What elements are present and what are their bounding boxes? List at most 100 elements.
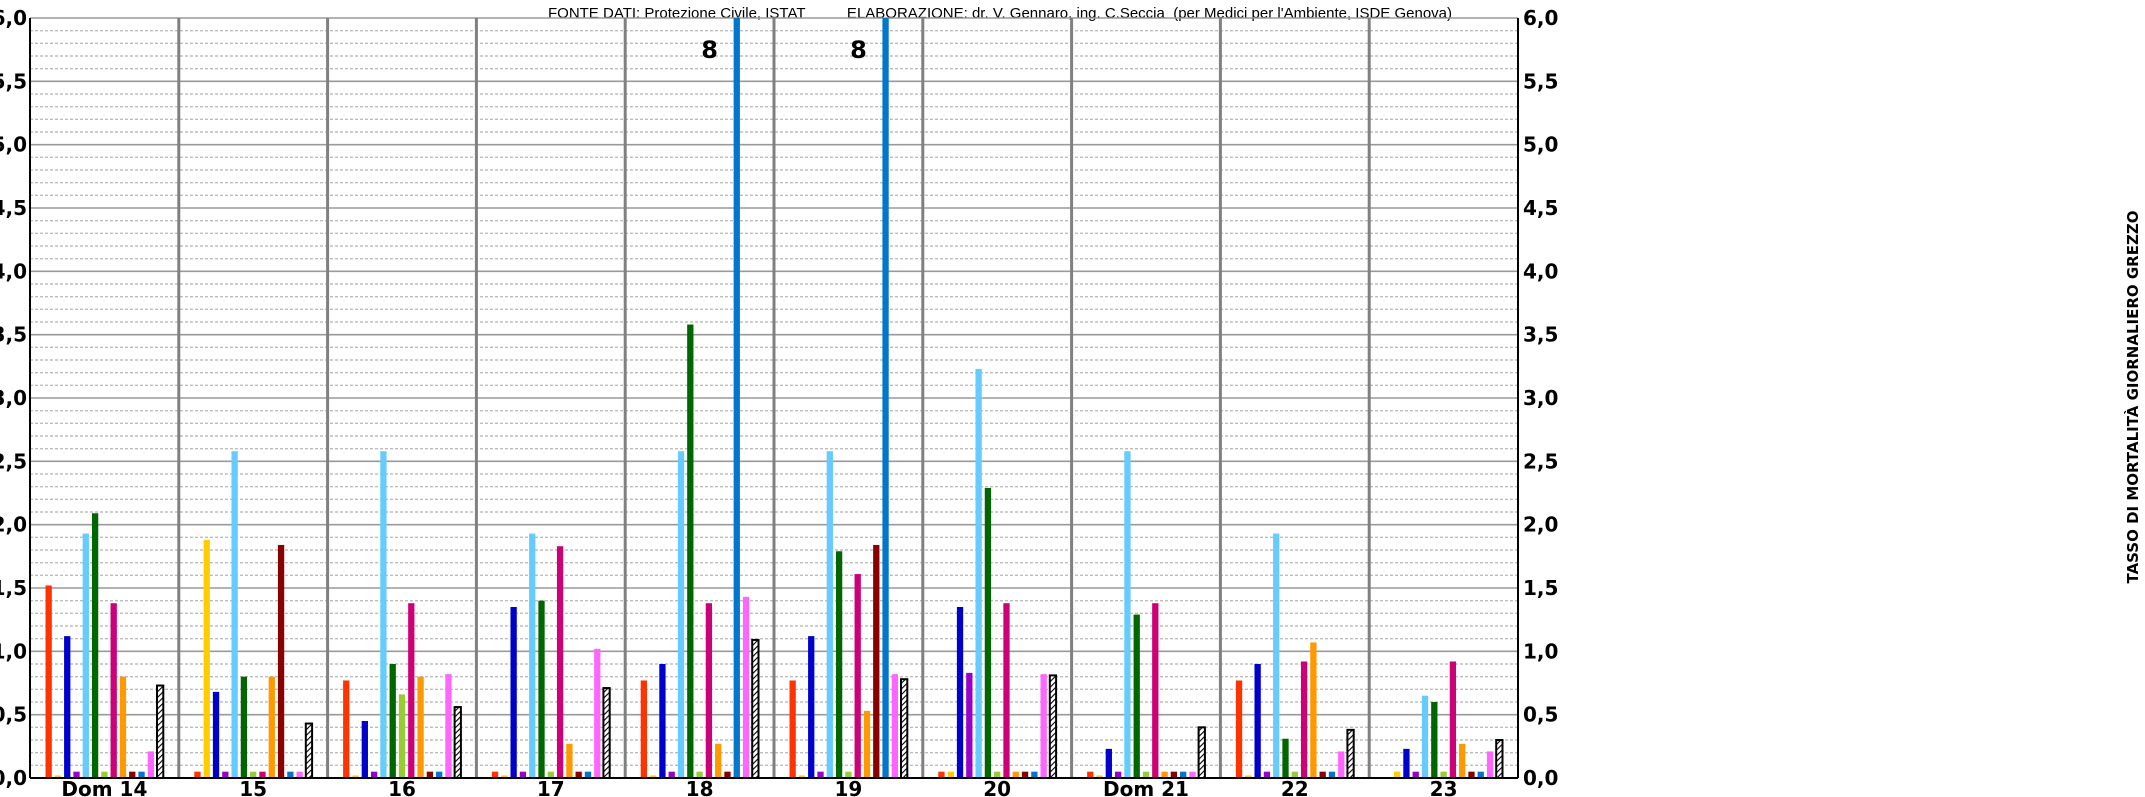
y-tick-label-right: 2,5: [1523, 449, 1558, 473]
bar: [873, 544, 880, 778]
bar: [798, 775, 806, 778]
category-label: 16: [388, 777, 416, 797]
bar: [668, 771, 675, 778]
bar: [1477, 771, 1484, 778]
bar: [724, 771, 731, 778]
y-axis-label: TASSO DI MORTALITÀ GIORNALIERO GREZZO: [2123, 211, 2142, 584]
bar: [1142, 771, 1150, 778]
category-label: 23: [1430, 777, 1458, 797]
bar: [1440, 771, 1447, 778]
bar: [751, 638, 760, 780]
bar: [240, 676, 248, 778]
y-tick-label-left: 3,5: [0, 323, 27, 347]
bar: [966, 672, 973, 778]
bar: [380, 451, 387, 778]
bar: [891, 674, 899, 778]
bar: [64, 636, 71, 778]
y-tick-label-right: 4,5: [1523, 196, 1558, 220]
y-tick-label-right: 6,0: [1523, 6, 1558, 30]
bar: [277, 544, 285, 778]
bar: [584, 771, 592, 778]
y-tick-label-left: 4,5: [0, 196, 27, 220]
bar: [361, 721, 368, 778]
y-tick-label-left: 2,0: [0, 513, 27, 537]
bar: [687, 324, 694, 778]
bar: [91, 513, 99, 778]
bar: [212, 691, 220, 778]
bar: [203, 539, 210, 778]
bar: [222, 771, 229, 778]
clipped-value-label: 8: [701, 36, 718, 64]
bar: [696, 771, 703, 778]
bar: [1105, 748, 1112, 778]
y-tick-label-right: 0,5: [1523, 703, 1558, 727]
bar: [1403, 748, 1410, 778]
bar: [268, 676, 275, 778]
bar: [119, 676, 127, 778]
bar: [900, 678, 909, 780]
y-tick-label-left: 1,5: [0, 576, 27, 600]
bar: [947, 771, 954, 778]
bar: [1412, 771, 1419, 778]
y-tick-label-left: 5,0: [0, 133, 27, 157]
bar: [110, 603, 117, 778]
bar: [287, 771, 294, 778]
y-tick-label-left: 4,0: [0, 259, 27, 283]
bar: [231, 451, 238, 778]
bar: [1048, 674, 1058, 780]
bar: [817, 771, 824, 778]
bar: [1431, 702, 1438, 778]
bar: [547, 771, 554, 778]
bar: [529, 533, 536, 778]
bar: [575, 771, 582, 778]
bar: [296, 771, 303, 778]
bar: [1021, 771, 1029, 778]
category-label: 19: [834, 777, 862, 797]
bar: [1114, 771, 1122, 778]
y-tick-label-right: 0,0: [1523, 766, 1558, 790]
bar: [45, 585, 52, 778]
bar: [854, 574, 861, 778]
bar: [1319, 771, 1326, 778]
bar: [194, 771, 201, 778]
bar: [789, 680, 796, 778]
bar: [1189, 771, 1196, 778]
y-tick-label-right: 4,0: [1523, 259, 1558, 283]
bar: [1263, 771, 1271, 778]
bar: [501, 775, 508, 778]
bar: [1421, 695, 1429, 778]
bar: [984, 487, 992, 778]
bar: [1031, 771, 1038, 778]
bar: [1245, 775, 1252, 778]
bar: [826, 451, 833, 778]
bar: [417, 676, 424, 778]
bar: [491, 771, 499, 778]
bar: [566, 743, 573, 778]
bar: [975, 368, 982, 778]
bar: [1449, 661, 1457, 778]
bar: [510, 607, 517, 778]
bar: [677, 451, 685, 778]
bar: [1133, 614, 1140, 778]
y-tick-label-left: 3,0: [0, 386, 27, 410]
category-label: 18: [686, 777, 714, 797]
y-tick-label-right: 3,5: [1523, 323, 1558, 347]
bar: [1282, 738, 1289, 778]
source-note: FONTE DATI: Protezione Civile, ISTAT ELA…: [548, 5, 1452, 22]
grid: [30, 17, 1518, 778]
y-tick-label-left: 5,5: [0, 69, 27, 93]
bar: [156, 684, 165, 779]
bar: [1346, 728, 1355, 779]
bar: [408, 603, 415, 778]
bar: [1170, 771, 1178, 778]
bar: [1291, 771, 1298, 778]
y-tick-label-right: 2,0: [1523, 513, 1558, 537]
bar: [1124, 451, 1131, 778]
y-tick-label-right: 1,0: [1523, 639, 1558, 663]
bar: [1012, 771, 1019, 778]
category-label: Dom 21: [1103, 777, 1189, 797]
bar: [519, 771, 527, 778]
y-tick-label-right: 5,5: [1523, 69, 1558, 93]
axis-labels: Dom 14 15 16 17 8 18 8 19 20 Dom 21 22 23 0,0 0,0 0,5 0…: [0, 6, 1558, 797]
